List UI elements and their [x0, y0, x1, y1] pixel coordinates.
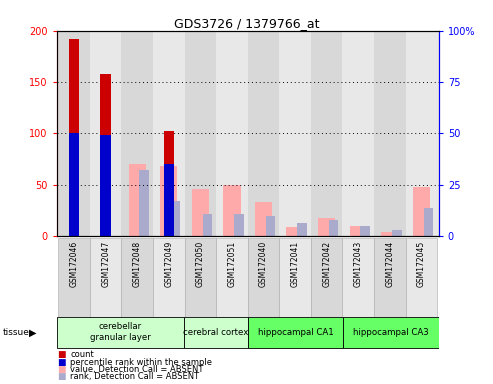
Bar: [406, 238, 437, 317]
Bar: [216, 238, 247, 317]
Text: ■: ■: [57, 365, 65, 374]
Text: GSM172047: GSM172047: [101, 240, 110, 287]
Bar: [184, 31, 216, 236]
Bar: [297, 223, 307, 236]
Text: ■: ■: [57, 358, 65, 367]
Bar: [90, 31, 121, 236]
Text: cerebral cortex: cerebral cortex: [183, 328, 248, 337]
Text: GSM172041: GSM172041: [290, 240, 300, 286]
Bar: [184, 316, 247, 348]
Text: ■: ■: [57, 372, 65, 381]
Text: GSM172049: GSM172049: [164, 240, 174, 287]
Bar: [57, 316, 184, 348]
Text: ▶: ▶: [29, 328, 36, 338]
Text: hippocampal CA1: hippocampal CA1: [258, 328, 333, 337]
Bar: [164, 164, 174, 236]
Bar: [171, 201, 180, 236]
Bar: [329, 220, 338, 236]
Bar: [90, 238, 121, 317]
Text: GSM172046: GSM172046: [70, 240, 78, 287]
Bar: [423, 209, 433, 236]
Bar: [311, 31, 343, 236]
Text: GSM172044: GSM172044: [386, 240, 394, 287]
Text: GSM172042: GSM172042: [322, 240, 331, 286]
Bar: [101, 74, 111, 236]
Bar: [223, 185, 241, 236]
Bar: [203, 214, 212, 236]
Bar: [153, 31, 184, 236]
Bar: [392, 230, 401, 236]
Bar: [413, 187, 430, 236]
Bar: [216, 31, 247, 236]
Bar: [343, 316, 439, 348]
Text: cerebellar
granular layer: cerebellar granular layer: [90, 323, 151, 342]
Bar: [343, 238, 374, 317]
Bar: [121, 238, 153, 317]
Bar: [184, 238, 216, 317]
Text: GSM172048: GSM172048: [133, 240, 141, 286]
Bar: [360, 226, 370, 236]
Bar: [406, 31, 437, 236]
Bar: [381, 232, 398, 236]
Bar: [58, 238, 90, 317]
Bar: [318, 218, 335, 236]
Bar: [280, 238, 311, 317]
Bar: [129, 164, 146, 236]
Bar: [140, 170, 149, 236]
Bar: [247, 316, 343, 348]
Bar: [266, 216, 275, 236]
Bar: [255, 202, 272, 236]
Bar: [374, 31, 406, 236]
Bar: [58, 31, 90, 236]
Text: tissue: tissue: [2, 328, 30, 337]
Bar: [164, 131, 174, 236]
Text: GSM172043: GSM172043: [354, 240, 363, 287]
Bar: [280, 31, 311, 236]
Bar: [121, 31, 153, 236]
Bar: [350, 226, 367, 236]
Text: rank, Detection Call = ABSENT: rank, Detection Call = ABSENT: [70, 372, 200, 381]
Text: percentile rank within the sample: percentile rank within the sample: [70, 358, 212, 367]
Bar: [247, 31, 280, 236]
Bar: [192, 189, 209, 236]
Text: GSM172040: GSM172040: [259, 240, 268, 287]
Bar: [343, 31, 374, 236]
Bar: [153, 238, 184, 317]
Bar: [160, 166, 177, 236]
Text: GSM172051: GSM172051: [227, 240, 237, 286]
Bar: [69, 39, 79, 236]
Bar: [311, 238, 343, 317]
Text: count: count: [70, 350, 94, 359]
Text: value, Detection Call = ABSENT: value, Detection Call = ABSENT: [70, 365, 204, 374]
Bar: [234, 214, 244, 236]
Text: GSM172045: GSM172045: [417, 240, 426, 287]
Text: hippocampal CA3: hippocampal CA3: [353, 328, 429, 337]
Text: GDS3726 / 1379766_at: GDS3726 / 1379766_at: [174, 17, 319, 30]
Bar: [286, 227, 304, 236]
Bar: [247, 238, 280, 317]
Bar: [374, 238, 406, 317]
Bar: [69, 134, 79, 236]
Text: ■: ■: [57, 350, 65, 359]
Text: GSM172050: GSM172050: [196, 240, 205, 287]
Bar: [101, 136, 111, 236]
